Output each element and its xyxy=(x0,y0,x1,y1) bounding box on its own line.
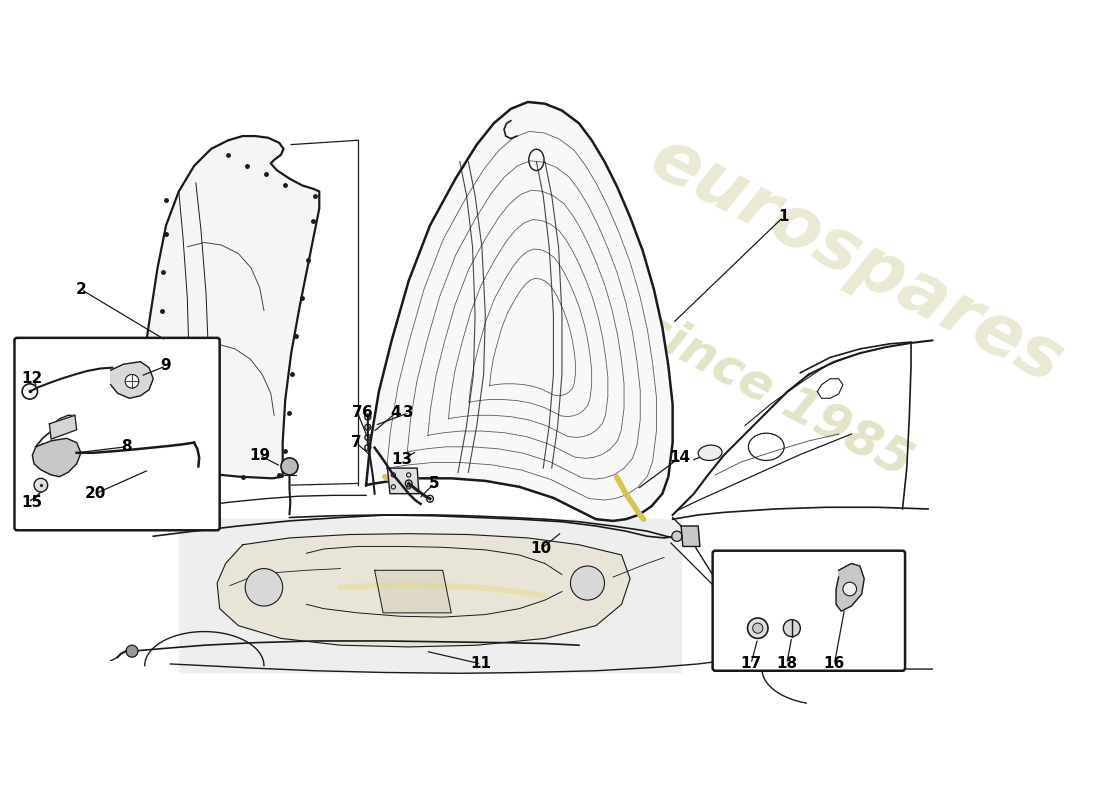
Text: since 1985: since 1985 xyxy=(630,302,920,486)
Polygon shape xyxy=(128,136,319,478)
Circle shape xyxy=(748,618,768,638)
Polygon shape xyxy=(366,102,672,521)
Text: 20: 20 xyxy=(85,486,106,501)
Text: 12: 12 xyxy=(22,371,43,386)
Circle shape xyxy=(672,531,682,542)
Text: 10: 10 xyxy=(530,542,551,557)
Text: 13: 13 xyxy=(392,452,412,467)
Text: 9: 9 xyxy=(161,358,172,374)
Circle shape xyxy=(843,582,857,596)
Text: 7: 7 xyxy=(352,406,363,420)
Polygon shape xyxy=(836,563,865,611)
Text: 18: 18 xyxy=(777,657,797,671)
Text: 6: 6 xyxy=(362,406,373,420)
Polygon shape xyxy=(111,362,153,398)
Polygon shape xyxy=(50,415,77,439)
Ellipse shape xyxy=(698,445,722,461)
Text: 8: 8 xyxy=(121,439,131,454)
Polygon shape xyxy=(179,519,681,673)
Text: 14: 14 xyxy=(669,450,690,466)
Polygon shape xyxy=(217,534,630,647)
Circle shape xyxy=(752,623,763,634)
Text: 17: 17 xyxy=(740,657,761,671)
FancyBboxPatch shape xyxy=(713,550,905,670)
Text: 3: 3 xyxy=(404,406,414,420)
Polygon shape xyxy=(681,526,700,546)
Polygon shape xyxy=(32,438,81,477)
Text: 2: 2 xyxy=(76,282,86,297)
Text: 19: 19 xyxy=(249,448,271,463)
Circle shape xyxy=(245,569,283,606)
FancyBboxPatch shape xyxy=(14,338,220,530)
Circle shape xyxy=(783,620,801,637)
Text: 7: 7 xyxy=(351,435,361,450)
Text: 16: 16 xyxy=(824,657,845,671)
Text: 11: 11 xyxy=(471,657,492,671)
Polygon shape xyxy=(375,570,451,613)
Circle shape xyxy=(280,458,298,475)
Text: 1: 1 xyxy=(778,210,789,225)
Circle shape xyxy=(125,374,139,388)
Text: eurospares: eurospares xyxy=(639,122,1075,398)
Text: 5: 5 xyxy=(429,476,440,491)
Text: 15: 15 xyxy=(22,494,43,510)
Circle shape xyxy=(34,478,47,492)
Circle shape xyxy=(571,566,605,600)
Circle shape xyxy=(126,646,138,657)
Polygon shape xyxy=(387,468,419,494)
Text: 4: 4 xyxy=(390,406,402,420)
